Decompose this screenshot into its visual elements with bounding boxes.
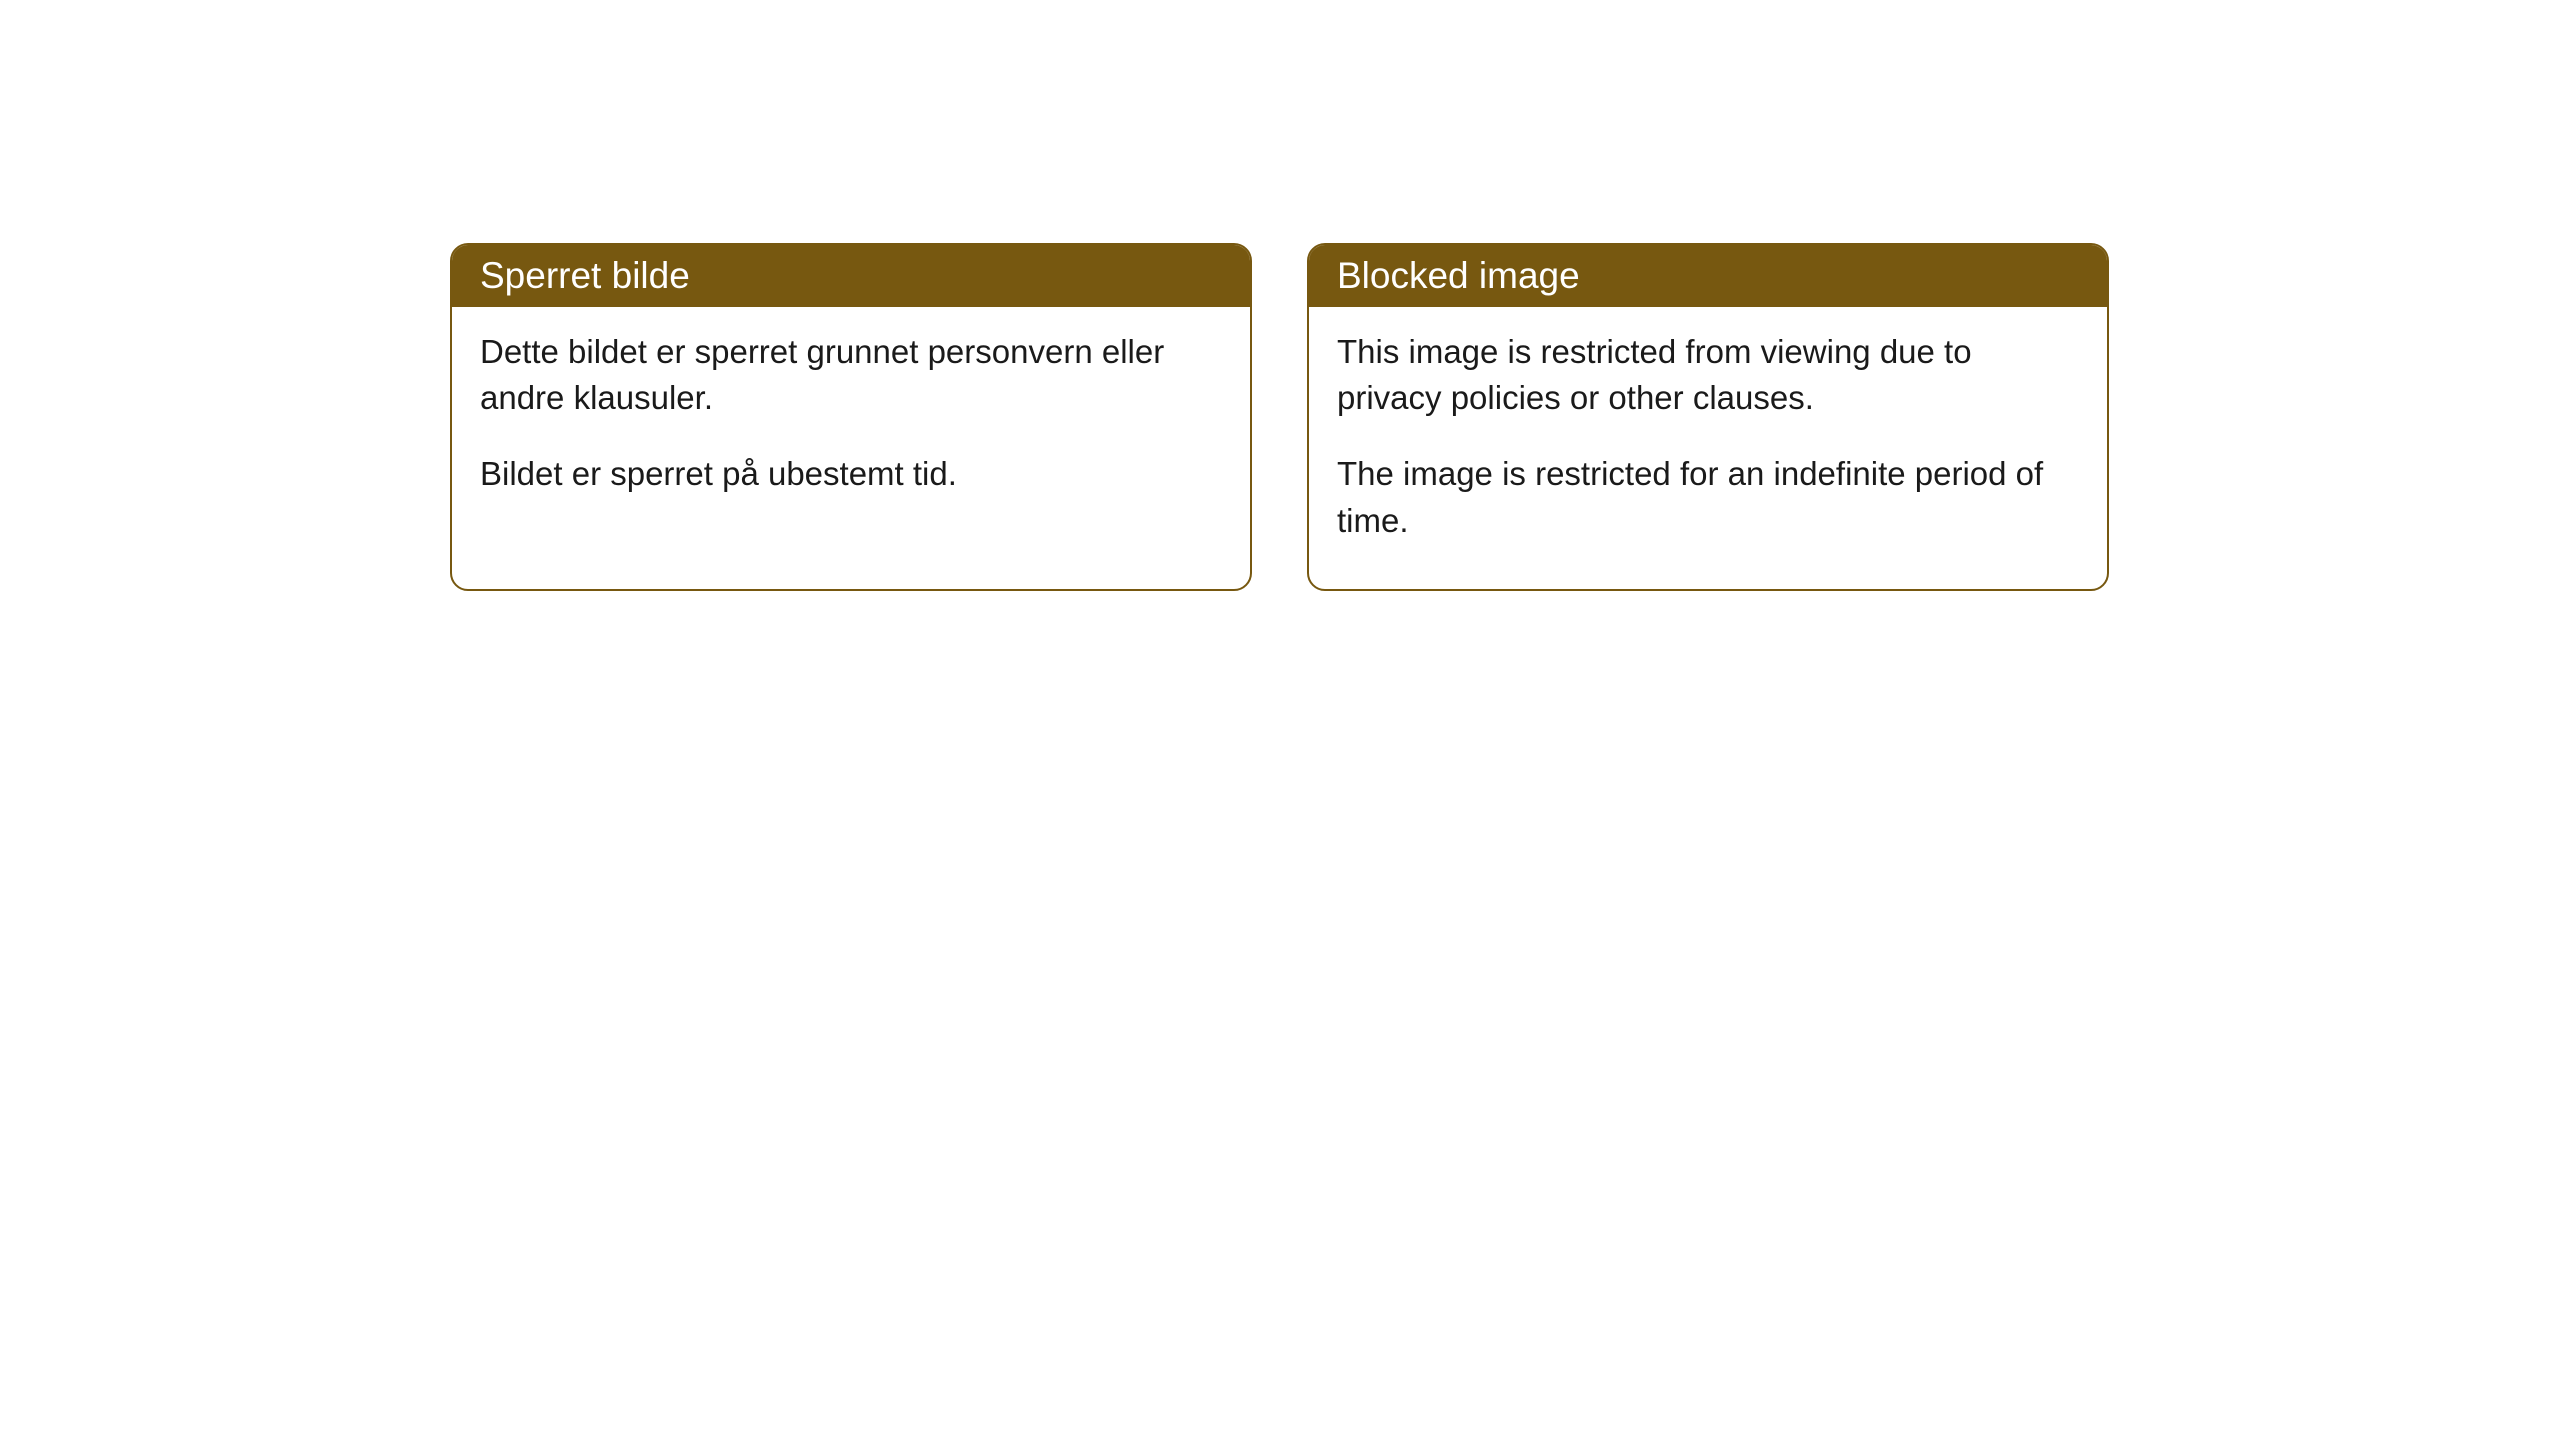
card-paragraph: Bildet er sperret på ubestemt tid. [480,451,1222,497]
notice-cards-container: Sperret bilde Dette bildet er sperret gr… [450,243,2109,591]
card-header: Sperret bilde [452,245,1250,307]
card-paragraph: Dette bildet er sperret grunnet personve… [480,329,1222,421]
card-body: Dette bildet er sperret grunnet personve… [452,307,1250,543]
card-header: Blocked image [1309,245,2107,307]
blocked-image-card-norwegian: Sperret bilde Dette bildet er sperret gr… [450,243,1252,591]
card-paragraph: The image is restricted for an indefinit… [1337,451,2079,543]
card-title: Blocked image [1337,255,1580,296]
card-body: This image is restricted from viewing du… [1309,307,2107,589]
card-paragraph: This image is restricted from viewing du… [1337,329,2079,421]
card-title: Sperret bilde [480,255,690,296]
blocked-image-card-english: Blocked image This image is restricted f… [1307,243,2109,591]
